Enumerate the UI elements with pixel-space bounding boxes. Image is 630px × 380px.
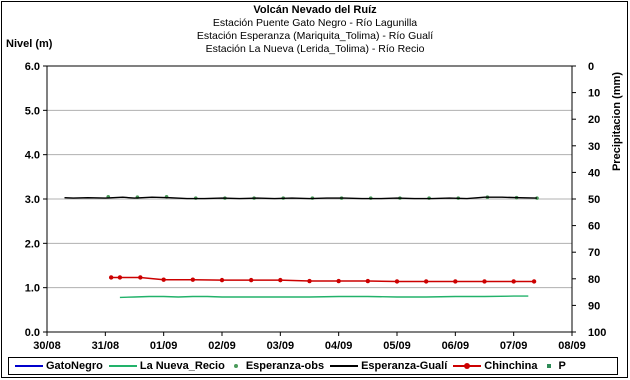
- series-point-chinchina: [423, 279, 429, 284]
- series-point-chinchina: [190, 277, 196, 282]
- legend-item-la-nueva-recio: La Nueva_Recio: [108, 360, 225, 372]
- series-point-chinchina: [161, 277, 166, 282]
- series-point-chinchina: [117, 275, 123, 280]
- y2-tick-label: 60: [588, 221, 600, 233]
- series-point-chinchina: [336, 278, 341, 284]
- x-tick-label: 03/09: [267, 340, 295, 352]
- x-tick-label: 07/09: [500, 340, 528, 352]
- y-tick-label: 3.0: [25, 194, 40, 206]
- chart-title-block: Volcán Nevado del Ruíz Estación Puente G…: [0, 4, 630, 56]
- legend-label-esperanza-obs: Esperanza-obs: [245, 360, 325, 372]
- y-tick-label: 4.0: [25, 150, 40, 162]
- legend-label-esperanza-gual-: Esperanza-Gualí: [361, 360, 448, 372]
- x-tick-label: 02/09: [208, 340, 236, 352]
- y2-tick-label: 80: [588, 274, 600, 286]
- legend-label-chinchina: Chinchina: [484, 360, 538, 372]
- series-point-chinchina: [511, 279, 516, 284]
- legend-item-esperanza-obs: Esperanza-obs: [231, 360, 324, 372]
- x-tick-label: 04/09: [325, 340, 353, 352]
- chart-subtitle-3: Estación La Nueva (Lerida_Tolima) - Río …: [205, 43, 425, 55]
- legend-swatch-p: [543, 361, 555, 371]
- legend-swatch-esperanza-obs: [231, 361, 243, 371]
- legend-item-chinchina: Chinchina: [453, 360, 537, 372]
- series-point-chinchina: [394, 279, 400, 284]
- x-tick-label: 01/09: [150, 340, 178, 352]
- y2-tick-label: 20: [588, 114, 600, 126]
- series-point-chinchina: [453, 279, 458, 284]
- legend-swatch-la-nueva-recio: [108, 361, 137, 371]
- y-tick-label: 0.0: [25, 327, 40, 339]
- chart-legend: GatoNegro La Nueva_Recio Esperanza-obs Espe…: [8, 357, 618, 375]
- x-tick-label: 05/09: [383, 340, 411, 352]
- y-tick-label: 2.0: [25, 238, 40, 250]
- series-point-chinchina: [365, 278, 371, 284]
- y-axis-label: Nivel (m): [6, 38, 53, 50]
- chart-title: Volcán Nevado del Ruíz: [253, 4, 377, 16]
- chart-subtitle-1: Estación Puente Gato Negro - Río Lagunil…: [212, 17, 418, 29]
- y-tick-label: 5.0: [25, 105, 40, 117]
- x-tick-label: 06/09: [442, 340, 470, 352]
- y2-tick-label: 40: [588, 167, 600, 179]
- y2-tick-label: 30: [588, 141, 600, 153]
- legend-swatch-esperanza-gual-: [330, 361, 359, 371]
- legend-item-esperanza-gual-: Esperanza-Gualí: [330, 360, 447, 372]
- series-point-chinchina: [108, 275, 114, 280]
- y-tick-label: 6.0: [25, 61, 40, 73]
- series-point-esperanza-obs: [535, 196, 539, 200]
- x-tick-label: 08/09: [558, 340, 586, 352]
- legend-item-p: P: [543, 360, 566, 372]
- y2-tick-label: 50: [588, 194, 600, 206]
- series-line-chinchina: [111, 276, 535, 283]
- x-tick-label: 31/08: [92, 340, 120, 352]
- legend-label-la-nueva-recio: La Nueva_Recio: [139, 360, 225, 372]
- legend-label-p: P: [558, 360, 566, 372]
- legend-swatch-chinchina: [453, 361, 482, 371]
- x-tick-label: 30/08: [33, 340, 61, 352]
- series-point-chinchina: [219, 277, 225, 283]
- series-point-chinchina: [138, 275, 143, 280]
- series-point-chinchina: [248, 277, 254, 283]
- y2-tick-label: 90: [588, 300, 600, 312]
- series-point-chinchina: [531, 279, 537, 284]
- y2-tick-label: 70: [588, 247, 600, 259]
- series-line-esperanza-gual-: [64, 196, 538, 200]
- y2-tick-label: 100: [588, 327, 606, 339]
- legend-item-gatonegro: GatoNegro: [15, 360, 103, 372]
- legend-swatch-gatonegro: [15, 361, 43, 371]
- series-point-chinchina: [278, 277, 283, 283]
- series-point-chinchina: [482, 279, 487, 284]
- y-tick-label: 1.0: [25, 283, 40, 295]
- y2-tick-label: 0: [588, 61, 594, 73]
- legend-label-gatonegro: GatoNegro: [46, 360, 103, 372]
- y2-tick-label: 10: [588, 88, 600, 100]
- series-line-la-nueva-recio: [119, 295, 529, 299]
- series-point-chinchina: [307, 278, 312, 284]
- chart-subtitle-2: Estación Esperanza (Mariquita_Tolima) - …: [196, 30, 434, 42]
